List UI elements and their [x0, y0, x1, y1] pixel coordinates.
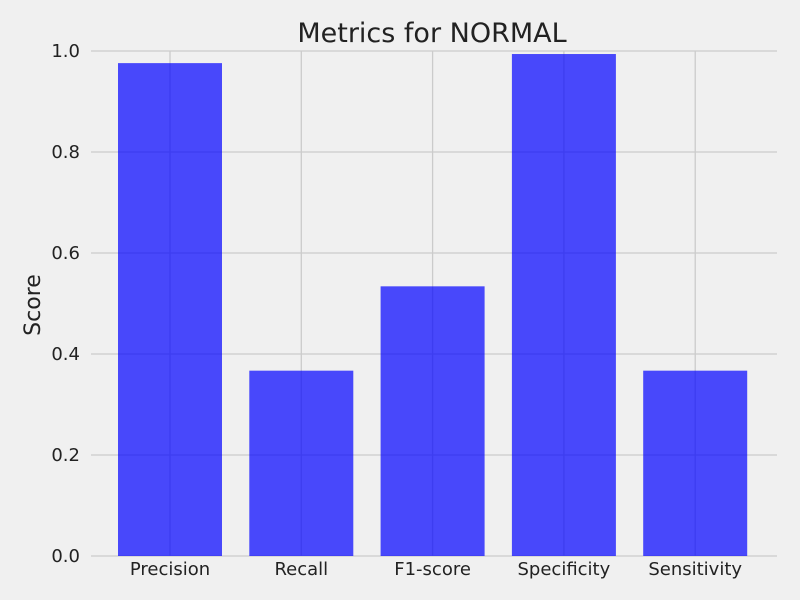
- chart-title: Metrics for NORMAL: [297, 18, 566, 49]
- y-tick-label: 0.6: [51, 243, 80, 264]
- y-tick-labels: 0.0 0.2 0.4 0.6 0.8 1.0: [51, 41, 80, 567]
- x-tick-label: F1-score: [394, 559, 471, 580]
- x-tick-label: Recall: [274, 559, 328, 580]
- y-tick-label: 0.0: [51, 546, 80, 567]
- y-tick-label: 1.0: [51, 41, 80, 62]
- bar-specificity: [511, 54, 616, 556]
- y-tick-label: 0.4: [51, 344, 80, 365]
- x-tick-labels: Precision Recall F1-score Specificity Sensit…: [130, 559, 743, 580]
- y-axis-label: Score: [21, 274, 46, 336]
- bars: [118, 54, 748, 557]
- x-tick-label: Precision: [130, 559, 210, 580]
- bar-precision: [118, 63, 222, 557]
- bar-sensitivity: [643, 370, 748, 556]
- x-tick-label: Specificity: [518, 559, 611, 580]
- y-tick-label: 0.2: [51, 445, 80, 466]
- bar-recall: [249, 370, 354, 556]
- x-tick-label: Sensitivity: [648, 559, 742, 580]
- bar-f1-score: [380, 286, 485, 556]
- y-tick-label: 0.8: [51, 142, 80, 163]
